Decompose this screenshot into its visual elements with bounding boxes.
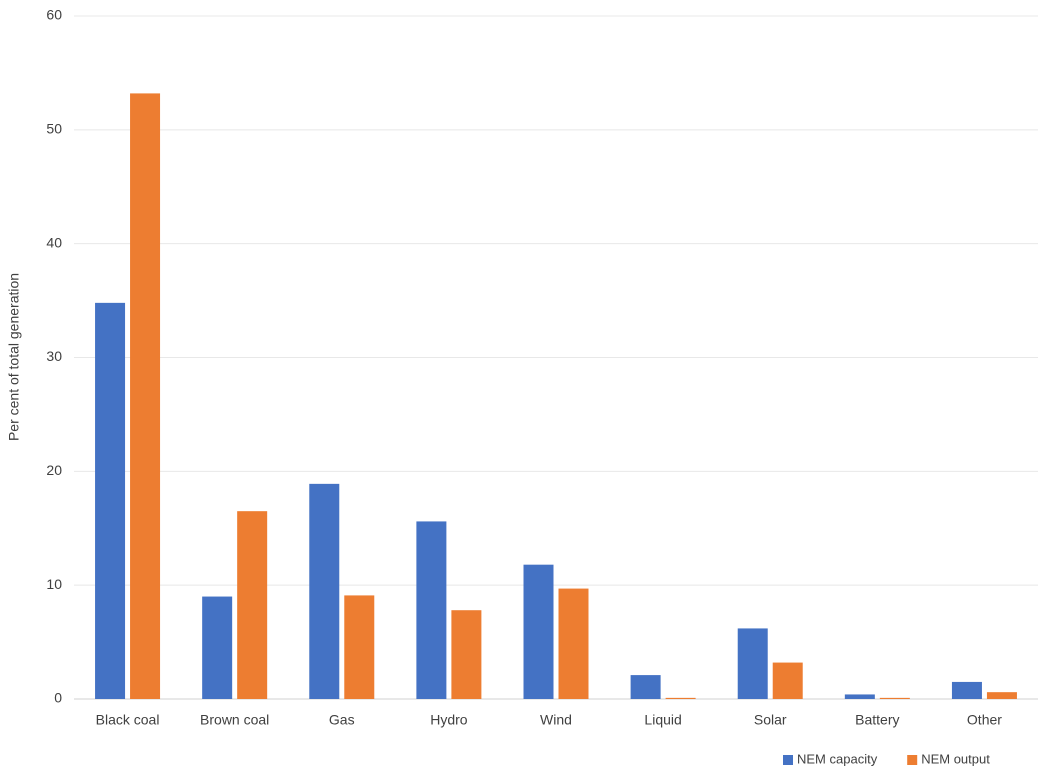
bar: [879, 697, 910, 699]
bar: [451, 610, 482, 699]
bar: [558, 588, 589, 699]
legend-swatch: [907, 755, 918, 765]
bar: [416, 521, 447, 699]
y-tick-label: 30: [46, 348, 62, 364]
bar: [202, 596, 233, 699]
y-tick-label: 50: [46, 121, 62, 137]
y-tick-label: 0: [54, 690, 62, 706]
x-tick-label: Hydro: [430, 712, 468, 728]
x-tick-label: Brown coal: [200, 712, 269, 728]
y-tick-label: 10: [46, 576, 62, 592]
legend-label: NEM output: [921, 751, 990, 766]
bar: [844, 694, 875, 699]
bar: [523, 564, 554, 699]
y-tick-label: 60: [46, 7, 62, 23]
bar: [986, 692, 1017, 699]
bar: [772, 662, 803, 699]
bar: [344, 595, 375, 699]
bar: [309, 483, 340, 699]
bar: [951, 681, 982, 699]
x-tick-label: Battery: [855, 712, 899, 728]
bar: [737, 628, 768, 699]
bar: [130, 93, 161, 699]
bar: [237, 511, 268, 699]
y-tick-label: 20: [46, 462, 62, 478]
bar: [665, 697, 696, 699]
x-tick-label: Other: [967, 712, 1002, 728]
x-tick-label: Solar: [754, 712, 787, 728]
bar: [630, 675, 661, 699]
x-tick-label: Liquid: [644, 712, 681, 728]
legend-swatch: [783, 755, 793, 765]
legend-label: NEM capacity: [797, 751, 878, 766]
y-tick-label: 40: [46, 234, 62, 250]
x-tick-label: Black coal: [96, 712, 160, 728]
bar: [95, 302, 126, 699]
x-tick-label: Wind: [540, 712, 572, 728]
x-tick-label: Gas: [329, 712, 355, 728]
y-axis-label: Per cent of total generation: [6, 273, 22, 441]
